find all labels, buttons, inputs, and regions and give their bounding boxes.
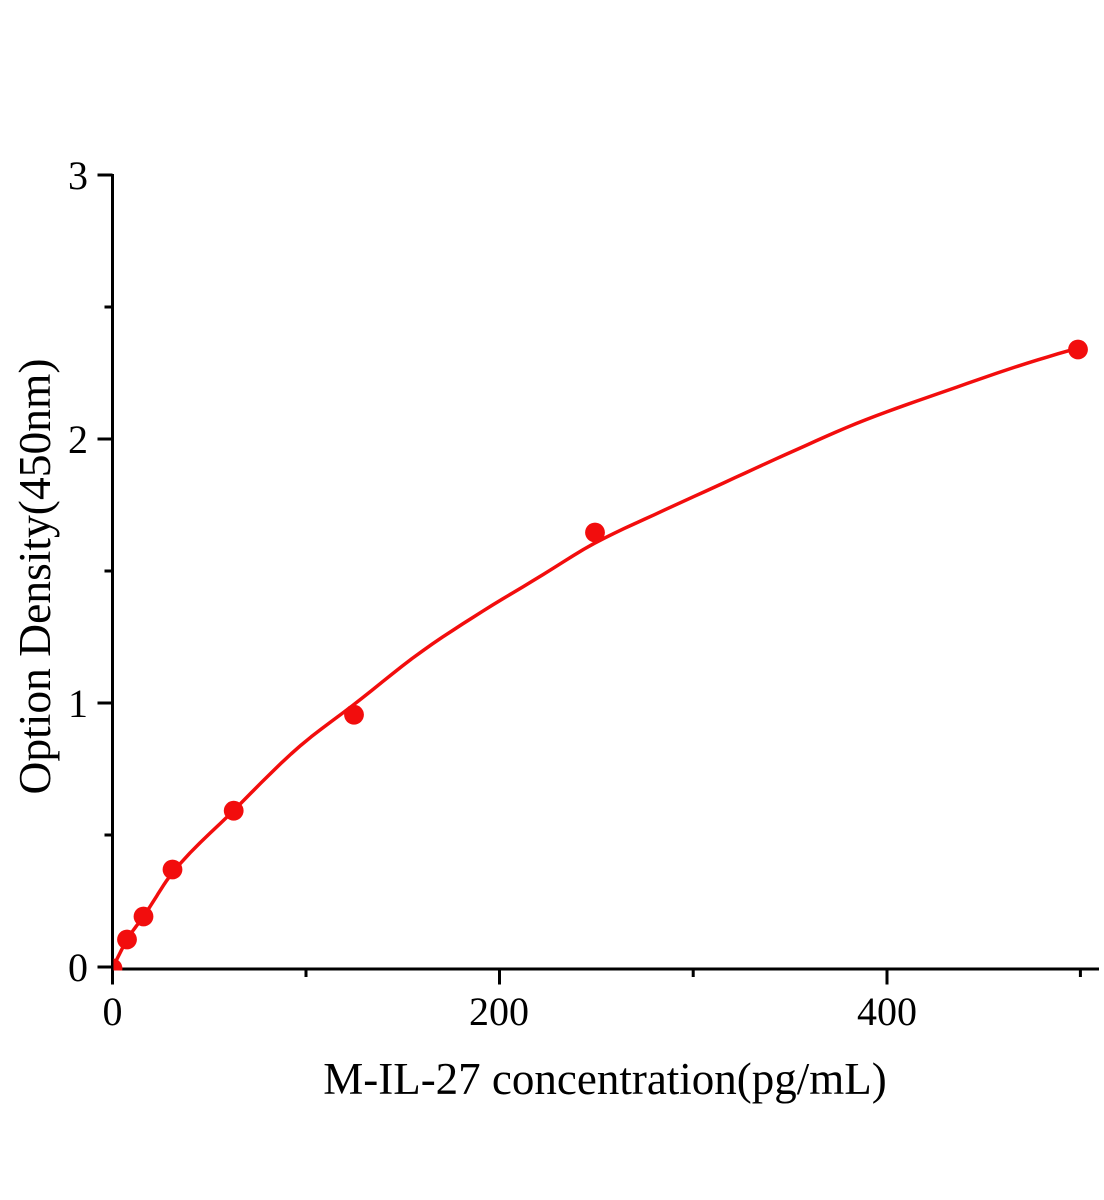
svg-text:200: 200	[469, 989, 529, 1034]
svg-text:400: 400	[857, 989, 917, 1034]
svg-text:1: 1	[68, 681, 88, 726]
svg-text:0: 0	[68, 945, 88, 990]
svg-text:Option Density(450nm): Option Density(450nm)	[9, 358, 60, 794]
svg-text:0: 0	[103, 989, 123, 1034]
svg-text:3: 3	[68, 153, 88, 198]
svg-text:M-IL-27 concentration(pg/mL): M-IL-27 concentration(pg/mL)	[323, 1054, 887, 1104]
svg-text:2: 2	[68, 417, 88, 462]
